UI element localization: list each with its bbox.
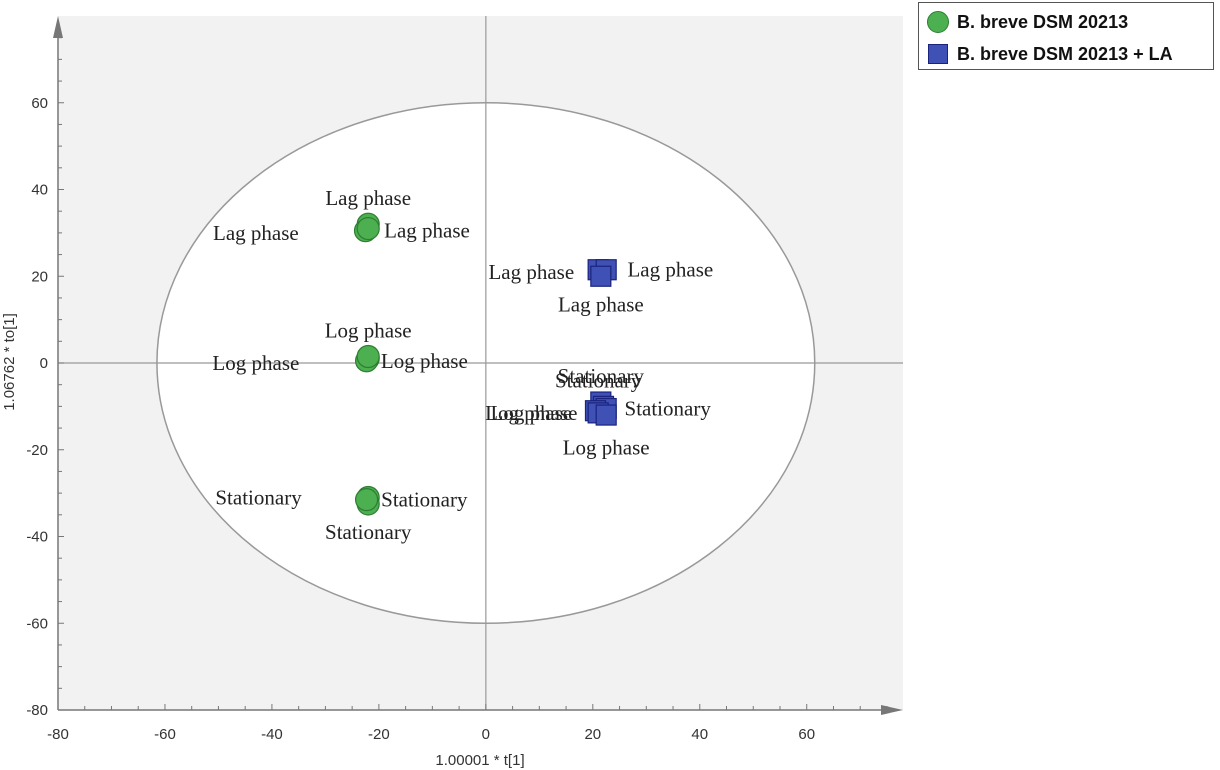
x-axis-title: 1.00001 * t[1] xyxy=(435,752,524,769)
point-label: Log phase xyxy=(485,401,572,425)
x-tick-label: -40 xyxy=(261,726,283,743)
x-tick-label: -80 xyxy=(47,726,69,743)
x-tick-label: 40 xyxy=(691,726,708,743)
point-label: Stationary xyxy=(555,368,642,392)
data-point-circle xyxy=(354,488,379,512)
x-tick-label: -60 xyxy=(154,726,176,743)
data-point-square xyxy=(590,265,612,287)
point-label: Stationary xyxy=(215,485,302,509)
point-label: Lag phase xyxy=(325,186,411,210)
square-marker-icon xyxy=(928,44,948,64)
legend: B. breve DSM 20213 B. breve DSM 20213 + … xyxy=(918,2,1214,70)
point-label: Lag phase xyxy=(384,219,470,243)
axes: -80 -60 -40 -20 0 20 40 60 -80 -60 -40 -20 0 20 40 60 xyxy=(26,16,903,743)
point-label: Stationary xyxy=(625,397,712,421)
point-label: Log phase xyxy=(325,318,412,342)
point-label: Log phase xyxy=(381,349,468,373)
y-tick-label: 20 xyxy=(31,268,48,285)
point-label: Log phase xyxy=(563,436,650,460)
data-point-square xyxy=(595,404,617,426)
y-tick-label: 40 xyxy=(31,182,48,199)
y-tick-label: 0 xyxy=(40,355,48,372)
point-label: Lag phase xyxy=(627,258,713,282)
x-tick-label: 0 xyxy=(482,726,490,743)
point-label: Lag phase xyxy=(213,221,299,245)
point-label: Stationary xyxy=(558,364,645,388)
legend-label-control: B. breve DSM 20213 xyxy=(957,11,1129,32)
circle-marker-icon xyxy=(927,11,949,33)
point-label: Stationary xyxy=(325,520,412,544)
legend-item-control: B. breve DSM 20213 xyxy=(927,8,1128,36)
x-tick-label: 60 xyxy=(798,726,815,743)
point-label: Log phase xyxy=(212,351,299,375)
point-label: Lag phase xyxy=(558,292,644,316)
y-axis-title: 1.06762 * to[1] xyxy=(1,313,18,411)
point-label: Stationary xyxy=(381,488,468,512)
y-tick-label: -20 xyxy=(26,442,48,459)
y-tick-label: -40 xyxy=(26,529,48,546)
x-tick-label: 20 xyxy=(584,726,601,743)
point-label: Log phase xyxy=(491,401,578,425)
y-tick-label: -60 xyxy=(26,615,48,632)
point-label: Lag phase xyxy=(488,260,574,284)
data-point-circle xyxy=(356,216,380,241)
legend-label-la: B. breve DSM 20213 + LA xyxy=(957,43,1173,64)
y-axis-arrow-icon xyxy=(53,16,63,38)
y-tick-label: 60 xyxy=(31,95,48,112)
x-tick-label: -20 xyxy=(368,726,390,743)
data-point-circle xyxy=(356,344,380,369)
data-points xyxy=(353,212,617,516)
y-tick-label: -80 xyxy=(26,702,48,719)
legend-item-la: B. breve DSM 20213 + LA xyxy=(927,40,1173,68)
